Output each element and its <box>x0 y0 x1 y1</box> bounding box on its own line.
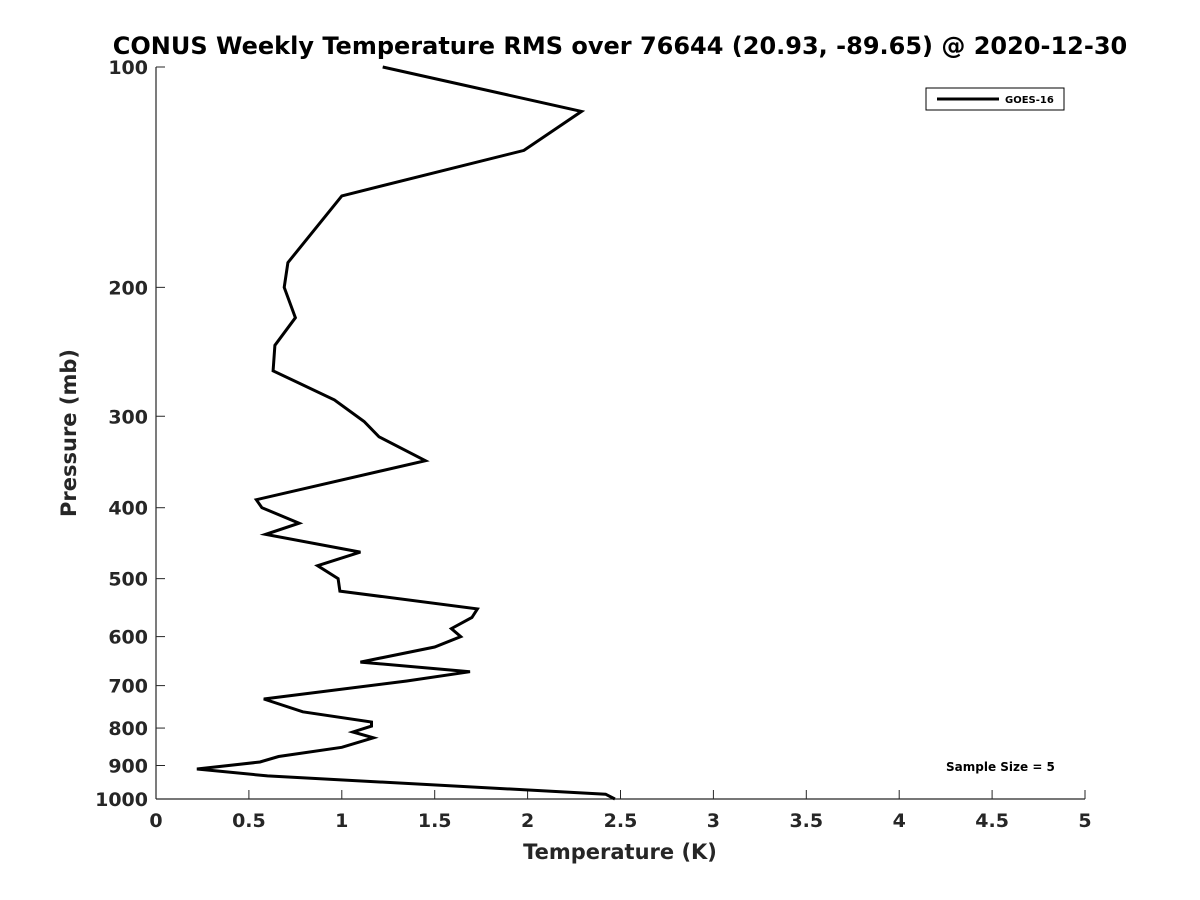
series-layer <box>196 65 616 801</box>
plot-area <box>156 67 1085 799</box>
y-tick-label: 1000 <box>95 789 148 811</box>
sample-size-annotation: Sample Size = 5 <box>946 760 1055 774</box>
y-tick-label: 800 <box>108 718 148 740</box>
x-tick-label: 4 <box>893 810 906 832</box>
x-tick-label: 4.5 <box>975 810 1009 832</box>
y-tick-label: 100 <box>108 57 148 79</box>
legend: GOES-16 <box>925 87 1065 111</box>
y-tick-label: 900 <box>108 756 148 778</box>
series-line <box>196 65 616 801</box>
y-tick-label: 200 <box>108 277 148 299</box>
x-tick-label: 0.5 <box>232 810 266 832</box>
y-tick-label: 600 <box>108 627 148 649</box>
x-tick-label: 3 <box>707 810 720 832</box>
x-tick-label: 3.5 <box>789 810 823 832</box>
x-tick-label: 1 <box>335 810 348 832</box>
x-tick-label: 2.5 <box>604 810 638 832</box>
chart-title: CONUS Weekly Temperature RMS over 76644 … <box>113 32 1127 60</box>
x-axis-label: Temperature (K) <box>523 840 717 864</box>
y-tick-label: 700 <box>108 676 148 698</box>
y-tick-label: 500 <box>108 569 148 591</box>
axes: 0 0.5 1 1.5 2 2.5 3 3.5 4 4.5 5 100 200 300 400 500 600 7… <box>95 57 1092 832</box>
legend-label: GOES-16 <box>1005 95 1054 106</box>
y-axis-label: Pressure (mb) <box>57 349 81 517</box>
x-tick-label: 2 <box>521 810 534 832</box>
x-tick-label: 0 <box>149 810 162 832</box>
x-tick-label: 5 <box>1078 810 1091 832</box>
y-tick-label: 400 <box>108 498 148 520</box>
x-tick-label: 1.5 <box>418 810 452 832</box>
y-tick-label: 300 <box>108 406 148 428</box>
